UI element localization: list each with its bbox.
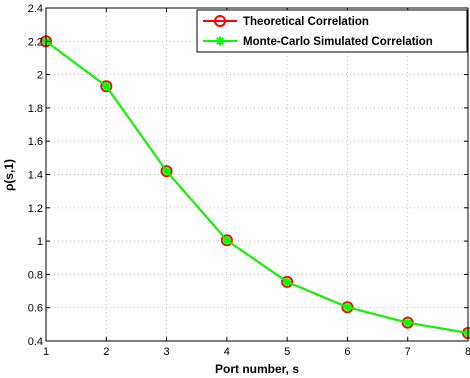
y-tick-label: 1.2 — [28, 203, 43, 215]
data-point-star — [403, 318, 413, 328]
y-tick-label: 2.2 — [28, 36, 43, 48]
legend-label-theoretical: Theoretical Correlation — [243, 16, 369, 28]
x-tick-label: 1 — [43, 346, 49, 358]
y-tick-label: 1.8 — [28, 103, 43, 115]
y-tick-label: 1.6 — [28, 136, 43, 148]
data-point-star — [342, 302, 352, 312]
data-point-star — [162, 166, 172, 176]
x-tick-label: 7 — [405, 346, 411, 358]
data-point-circle — [220, 234, 233, 247]
x-tick-label: 8 — [465, 346, 470, 358]
series-line — [45, 40, 469, 334]
x-tick-label: 2 — [103, 346, 109, 358]
data-point-circle — [160, 165, 173, 178]
data-point-star — [222, 235, 232, 245]
x-tick-label: 6 — [344, 346, 350, 358]
legend-marker-theoretical — [214, 15, 226, 27]
legend-box — [196, 9, 468, 53]
y-tick-label: 0.6 — [28, 303, 43, 315]
x-tick-label: 3 — [164, 346, 170, 358]
data-point-star — [101, 81, 111, 91]
y-tick-label: 1.4 — [28, 170, 43, 182]
data-point-circle — [100, 80, 113, 93]
x-tick-label: 5 — [284, 346, 290, 358]
legend: Theoretical Correlation Monte-Carlo Simu… — [196, 9, 468, 53]
legend-label-monte-carlo: Monte-Carlo Simulated Correlation — [243, 36, 433, 48]
legend-marker-monte-carlo — [215, 36, 225, 46]
y-tick-label: 0.4 — [28, 336, 43, 348]
data-point-star — [282, 277, 292, 287]
data-point-circle — [281, 275, 294, 288]
x-tick-label: 4 — [224, 346, 230, 358]
y-tick-labels: 0.4 0.6 0.8 1 1.2 1.4 1.6 1.8 2 2.2 2.4 — [28, 3, 43, 348]
legend-star-shape — [215, 36, 225, 46]
y-tick-label: 1 — [37, 236, 43, 248]
data-point-circle — [341, 301, 354, 314]
y-tick-label: 2.4 — [28, 3, 43, 15]
y-tick-label: 0.8 — [28, 269, 43, 281]
y-tick-label: 2 — [37, 70, 43, 82]
x-tick-labels: 1 2 3 4 5 6 7 8 — [43, 346, 470, 358]
x-axis-label: Port number, s — [215, 362, 299, 376]
plot-background — [46, 8, 468, 341]
y-axis-label: ρ(s,1) — [2, 159, 16, 191]
